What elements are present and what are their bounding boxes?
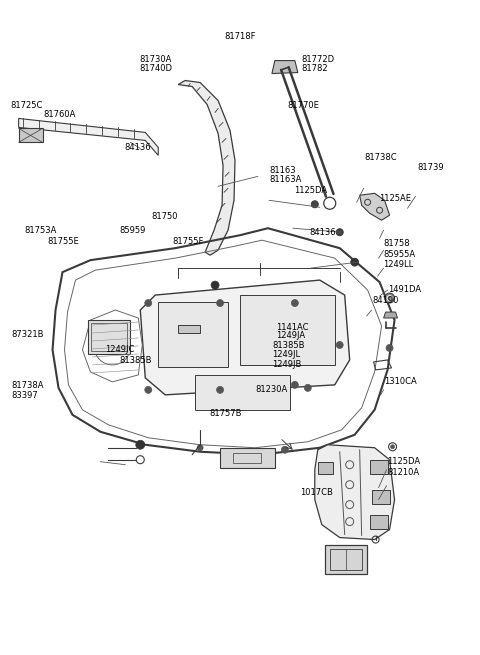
Text: 81760A: 81760A: [44, 110, 76, 119]
Text: 81385B: 81385B: [120, 356, 152, 365]
Circle shape: [145, 299, 152, 307]
Text: 81739: 81739: [417, 163, 444, 172]
Text: 81757B: 81757B: [209, 409, 241, 419]
Text: 1249LL: 1249LL: [384, 259, 414, 269]
Text: 81740D: 81740D: [140, 64, 172, 73]
Text: 85955A: 85955A: [384, 250, 416, 259]
Polygon shape: [178, 81, 235, 255]
Bar: [240, 295, 335, 365]
Circle shape: [145, 386, 152, 394]
Text: 81770E: 81770E: [288, 101, 320, 110]
Circle shape: [136, 440, 145, 449]
Text: 81725C: 81725C: [10, 101, 43, 110]
Bar: [325, 544, 367, 574]
Text: 81755E: 81755E: [48, 236, 79, 246]
Bar: [19, 128, 43, 142]
Text: 1125DA: 1125DA: [294, 186, 327, 195]
Text: 81210A: 81210A: [387, 468, 420, 477]
Text: 1491DA: 1491DA: [388, 285, 421, 294]
Text: 81738C: 81738C: [364, 153, 397, 162]
Circle shape: [304, 384, 312, 392]
Text: 84136: 84136: [310, 228, 336, 237]
Text: 81738A: 81738A: [11, 381, 44, 390]
Text: 1249JC: 1249JC: [105, 345, 134, 354]
Circle shape: [291, 299, 299, 307]
Circle shape: [211, 281, 219, 289]
Bar: [91, 323, 127, 351]
Bar: [370, 460, 387, 474]
Bar: [233, 453, 261, 462]
Circle shape: [216, 386, 224, 394]
Circle shape: [281, 446, 288, 453]
Circle shape: [312, 201, 318, 208]
Bar: [178, 325, 200, 333]
Text: 1310CA: 1310CA: [384, 377, 417, 386]
Bar: [88, 320, 130, 354]
Polygon shape: [19, 119, 158, 155]
Circle shape: [197, 445, 203, 451]
Text: 1249JA: 1249JA: [276, 331, 305, 341]
Circle shape: [336, 341, 343, 348]
Text: 85959: 85959: [120, 226, 146, 235]
Text: 1141AC: 1141AC: [276, 323, 309, 332]
Text: 81772D: 81772D: [301, 55, 335, 64]
Circle shape: [291, 381, 299, 388]
Text: 81385B: 81385B: [273, 341, 305, 350]
Polygon shape: [360, 193, 390, 220]
Text: 81758: 81758: [384, 239, 410, 248]
Text: 81718F: 81718F: [224, 32, 256, 41]
Text: 81753A: 81753A: [24, 226, 57, 235]
Text: 81230A: 81230A: [255, 385, 288, 394]
Text: 84136: 84136: [124, 143, 151, 152]
Circle shape: [391, 445, 395, 449]
Text: 84190: 84190: [372, 295, 398, 305]
Text: 1249JL: 1249JL: [273, 350, 300, 360]
Text: 87321B: 87321B: [11, 329, 44, 339]
Text: 83397: 83397: [11, 391, 38, 400]
Bar: [330, 548, 361, 571]
Circle shape: [386, 345, 393, 352]
Circle shape: [351, 258, 359, 266]
Bar: [220, 448, 275, 468]
Text: 1249JB: 1249JB: [273, 360, 302, 369]
Polygon shape: [384, 312, 397, 318]
Bar: [370, 515, 387, 529]
Polygon shape: [272, 60, 298, 73]
Bar: [372, 490, 390, 504]
Text: 81755F: 81755F: [172, 236, 204, 246]
Text: 81750: 81750: [152, 212, 178, 221]
Text: 81730A: 81730A: [140, 55, 172, 64]
Text: 1125DA: 1125DA: [387, 457, 420, 466]
Text: 81782: 81782: [301, 64, 328, 73]
Bar: [318, 462, 333, 474]
Text: 81163: 81163: [270, 166, 296, 175]
Circle shape: [384, 293, 395, 303]
Polygon shape: [140, 280, 350, 395]
Circle shape: [216, 299, 224, 307]
Circle shape: [336, 229, 343, 236]
Text: 81163A: 81163A: [270, 175, 302, 183]
Bar: [195, 375, 290, 410]
Bar: [158, 302, 228, 367]
Text: 1125AE: 1125AE: [379, 194, 411, 202]
Text: 1017CB: 1017CB: [300, 488, 333, 496]
Polygon shape: [315, 445, 395, 540]
